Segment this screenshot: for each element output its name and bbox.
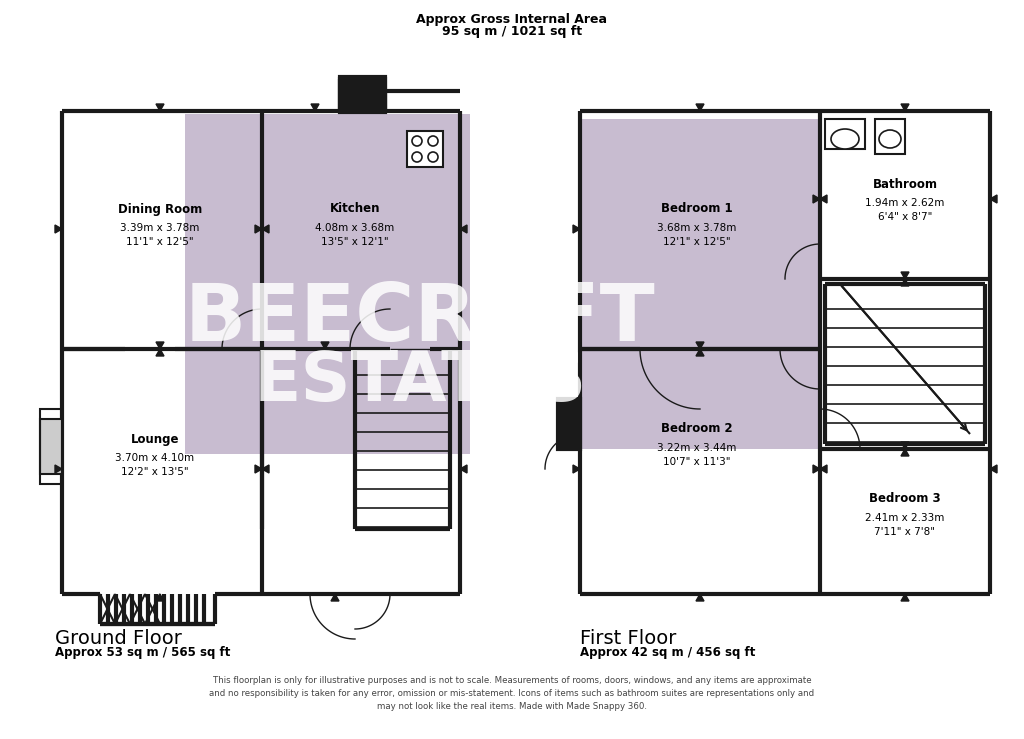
Text: Approx Gross Internal Area: Approx Gross Internal Area <box>417 13 607 26</box>
Polygon shape <box>901 272 909 279</box>
Bar <box>825 119 865 149</box>
Polygon shape <box>901 104 909 111</box>
Polygon shape <box>55 465 62 473</box>
Text: 3.70m x 4.10m
12'2" x 13'5": 3.70m x 4.10m 12'2" x 13'5" <box>116 453 195 477</box>
Polygon shape <box>813 195 820 203</box>
Polygon shape <box>156 104 164 111</box>
Polygon shape <box>820 465 827 473</box>
Text: This floorplan is only for illustrative purposes and is not to scale. Measuremen: This floorplan is only for illustrative … <box>210 676 814 712</box>
Polygon shape <box>460 465 467 473</box>
Bar <box>340 77 385 112</box>
Polygon shape <box>696 349 705 356</box>
Text: BEECROFT: BEECROFT <box>184 280 655 358</box>
Text: Dining Room: Dining Room <box>118 202 202 216</box>
Text: Ground Floor: Ground Floor <box>55 629 182 648</box>
Bar <box>40 409 62 484</box>
Text: 2.41m x 2.33m
7'11" x 7'8": 2.41m x 2.33m 7'11" x 7'8" <box>865 513 945 537</box>
Polygon shape <box>901 449 909 456</box>
Polygon shape <box>156 349 164 356</box>
Text: 3.22m x 3.44m
10'7" x 11'3": 3.22m x 3.44m 10'7" x 11'3" <box>657 443 736 467</box>
Text: 95 sq m / 1021 sq ft: 95 sq m / 1021 sq ft <box>442 25 582 38</box>
Polygon shape <box>460 225 467 233</box>
Polygon shape <box>901 594 909 601</box>
Polygon shape <box>990 465 997 473</box>
Polygon shape <box>573 465 580 473</box>
Text: Kitchen: Kitchen <box>330 202 380 216</box>
Polygon shape <box>262 225 269 233</box>
Polygon shape <box>901 442 909 449</box>
Text: Approx 53 sq m / 565 sq ft: Approx 53 sq m / 565 sq ft <box>55 646 230 659</box>
Bar <box>340 79 385 111</box>
Text: Bathroom: Bathroom <box>872 177 938 191</box>
Text: 1.94m x 2.62m
6'4" x 8'7": 1.94m x 2.62m 6'4" x 8'7" <box>865 198 945 222</box>
Polygon shape <box>696 342 705 349</box>
Bar <box>558 399 580 449</box>
Ellipse shape <box>879 130 901 148</box>
Polygon shape <box>255 465 262 473</box>
Polygon shape <box>696 594 705 601</box>
Polygon shape <box>311 104 319 111</box>
Ellipse shape <box>831 129 859 149</box>
Text: Bedroom 3: Bedroom 3 <box>869 492 941 505</box>
Polygon shape <box>55 225 62 233</box>
Polygon shape <box>573 225 580 233</box>
Bar <box>185 114 470 454</box>
Bar <box>407 131 443 167</box>
Polygon shape <box>820 195 827 203</box>
Text: First Floor: First Floor <box>580 629 677 648</box>
Polygon shape <box>156 342 164 349</box>
Text: Lounge: Lounge <box>131 432 179 446</box>
Polygon shape <box>901 279 909 286</box>
Bar <box>580 119 822 449</box>
Polygon shape <box>262 465 269 473</box>
Text: Bedroom 1: Bedroom 1 <box>662 202 733 216</box>
Bar <box>874 119 905 154</box>
Text: 3.39m x 3.78m
11'1" x 12'5": 3.39m x 3.78m 11'1" x 12'5" <box>120 223 200 247</box>
Text: ESTATES: ESTATES <box>253 347 587 415</box>
Polygon shape <box>255 225 262 233</box>
Text: 3.68m x 3.78m
12'1" x 12'5": 3.68m x 3.78m 12'1" x 12'5" <box>657 223 736 247</box>
Text: Bedroom 2: Bedroom 2 <box>662 423 733 435</box>
Polygon shape <box>813 465 820 473</box>
Bar <box>40 419 62 474</box>
Polygon shape <box>321 342 329 349</box>
Polygon shape <box>696 104 705 111</box>
Polygon shape <box>331 594 339 601</box>
Polygon shape <box>156 594 164 601</box>
Text: 4.08m x 3.68m
13'5" x 12'1": 4.08m x 3.68m 13'5" x 12'1" <box>315 223 394 247</box>
Text: Approx 42 sq m / 456 sq ft: Approx 42 sq m / 456 sq ft <box>580 646 756 659</box>
Polygon shape <box>990 195 997 203</box>
